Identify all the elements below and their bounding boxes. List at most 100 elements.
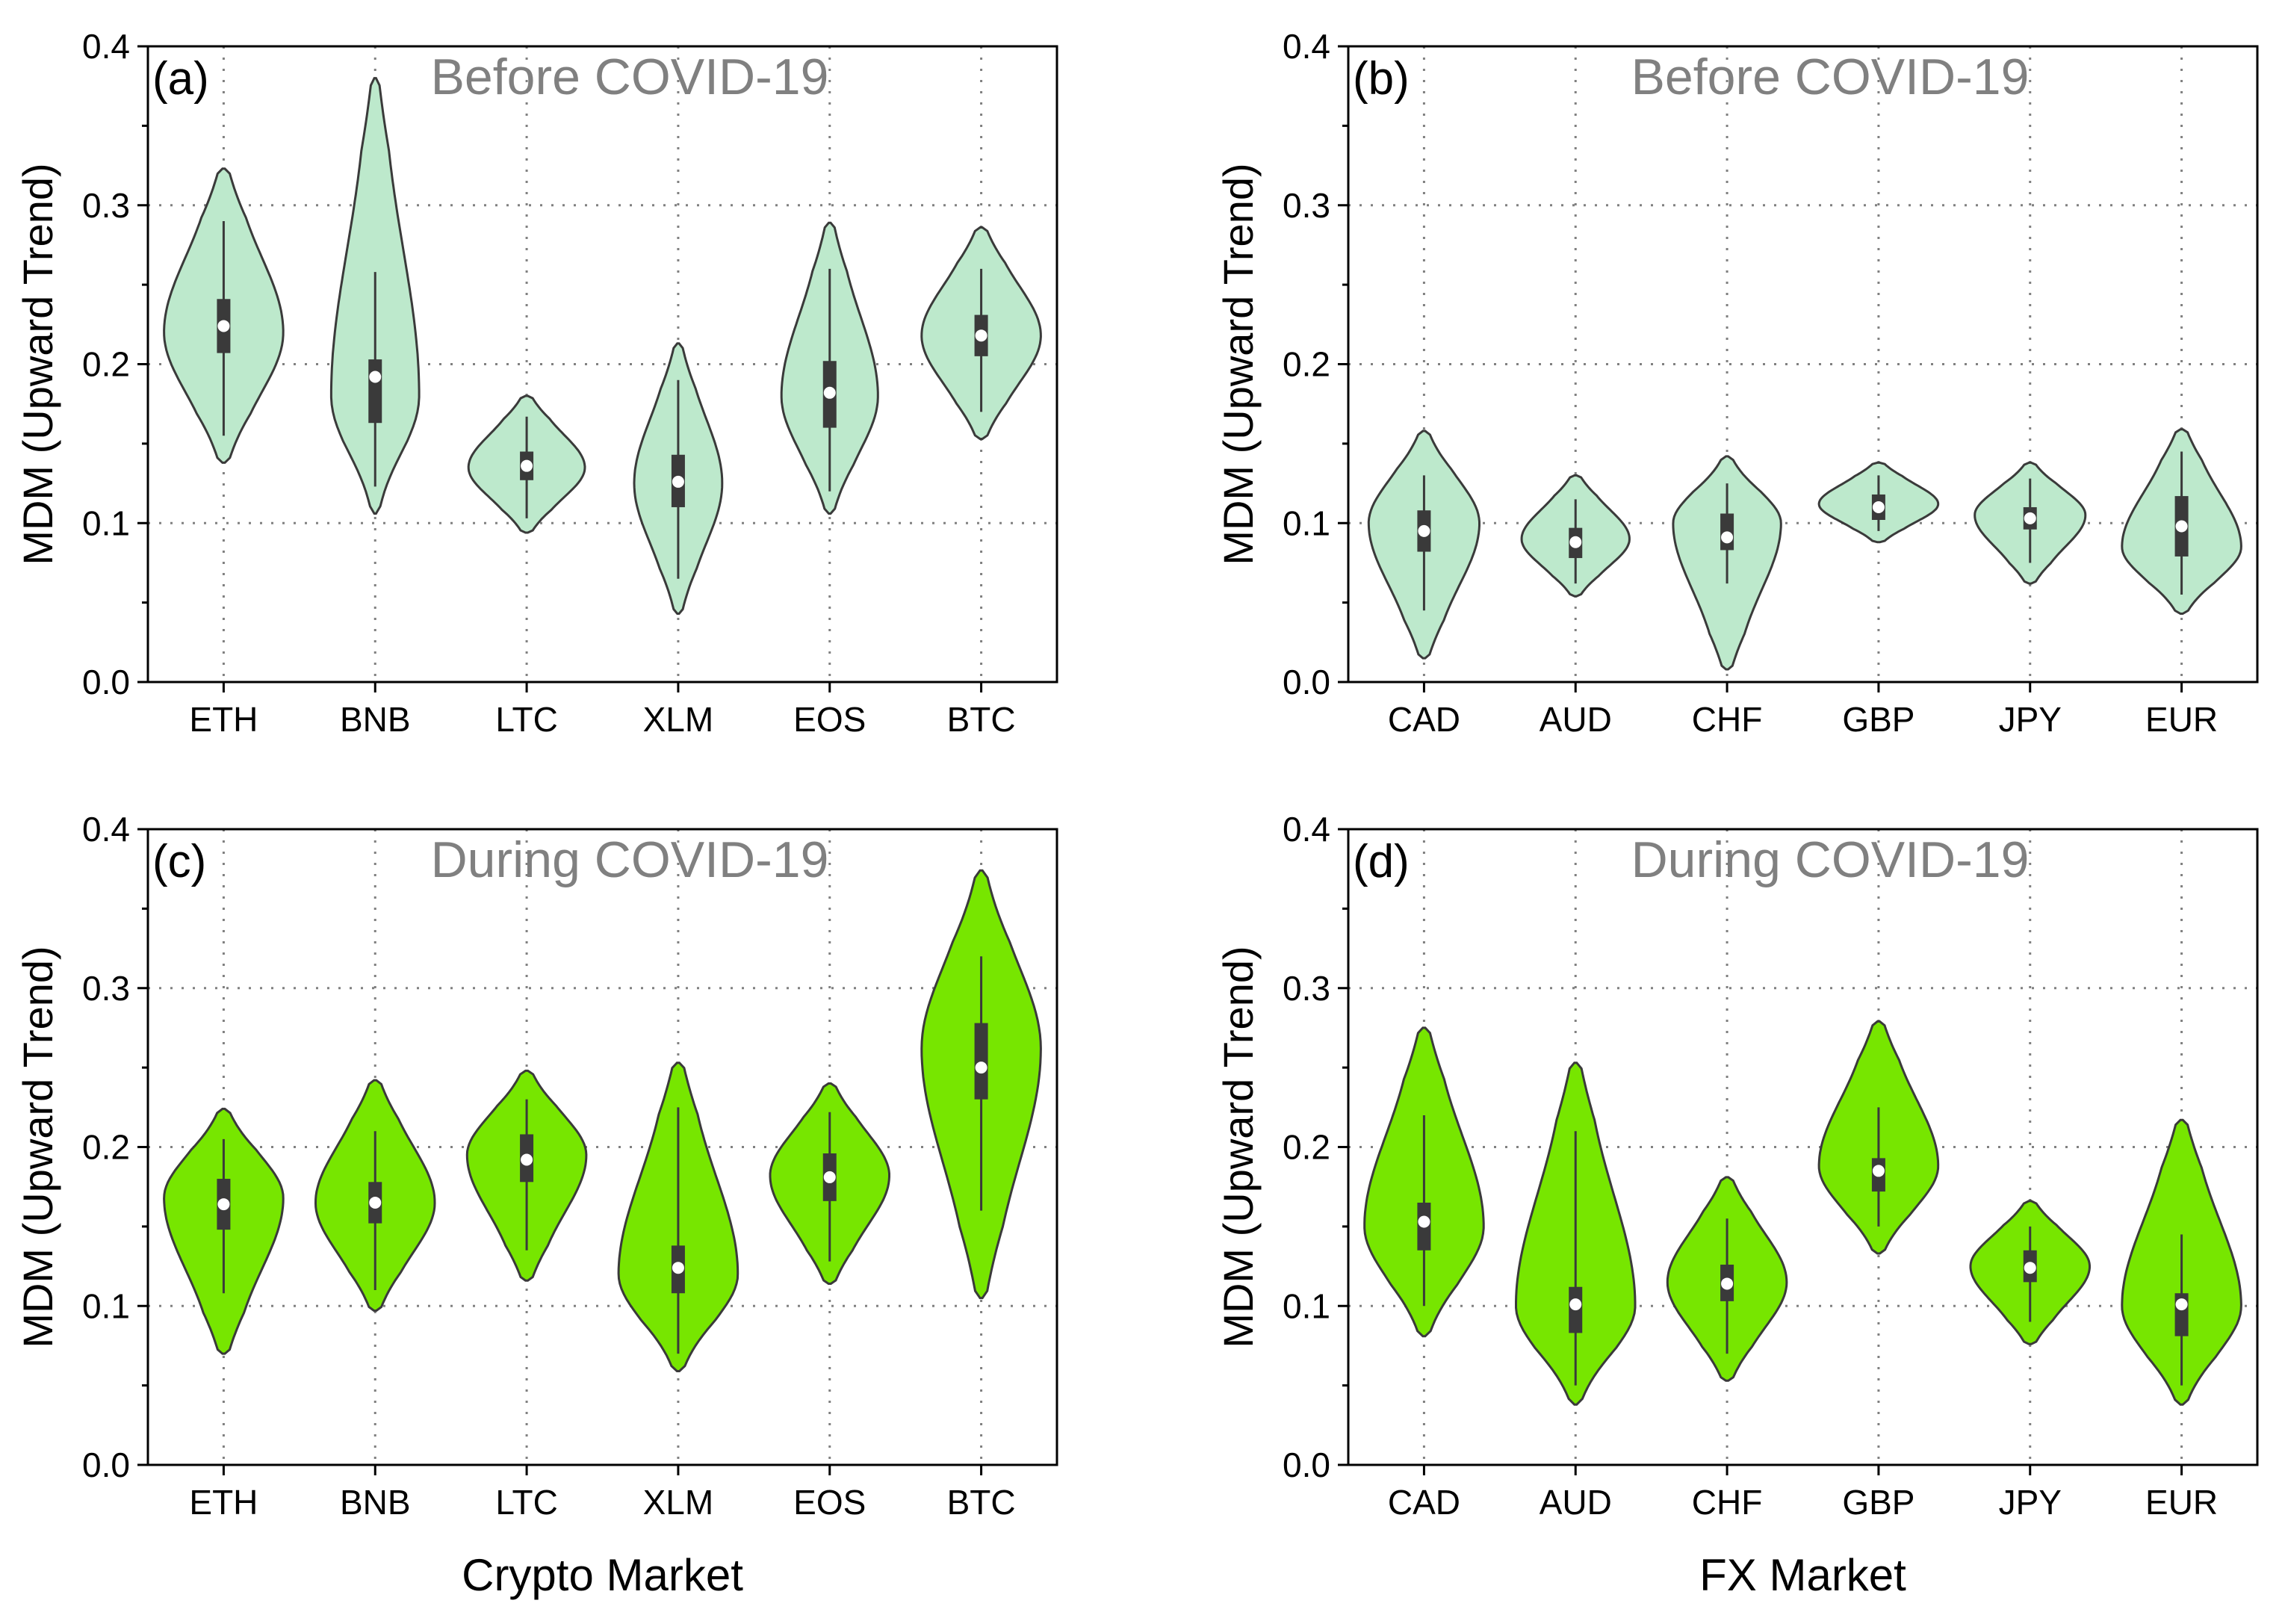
violin-eos bbox=[769, 1082, 890, 1285]
category-label: XLM bbox=[643, 700, 714, 739]
median-dot bbox=[1872, 500, 1885, 513]
y-axis-ticks: 0.0 0.1 0.2 0.3 0.4 bbox=[1283, 27, 1348, 701]
median-dot bbox=[1721, 531, 1734, 544]
category-label: BNB bbox=[340, 700, 411, 739]
violins bbox=[163, 869, 1042, 1372]
panel-label: (d) bbox=[1353, 836, 1410, 887]
category-label: EOS bbox=[793, 700, 866, 739]
median-dot bbox=[672, 475, 684, 488]
violin-gbp bbox=[1817, 1020, 1940, 1255]
median-dot bbox=[369, 371, 382, 383]
panel-title: Before COVID-19 bbox=[1631, 49, 2030, 105]
violin-gbp bbox=[1817, 461, 1940, 544]
x-axis-label: FX Market bbox=[1699, 1550, 1906, 1600]
category-label: CHF bbox=[1692, 700, 1763, 739]
y-tick-label: 0.2 bbox=[82, 1128, 130, 1167]
median-dot bbox=[2024, 1262, 2036, 1274]
category-label: BTC bbox=[947, 700, 1016, 739]
violin-chf bbox=[1666, 1176, 1788, 1382]
panel-c: 0.0 0.1 0.2 0.3 0.4 ETH BNB LTC XLM EOS BTC (c) D… bbox=[14, 810, 1058, 1600]
y-tick-label: 0.0 bbox=[1283, 1445, 1330, 1484]
category-label: AUD bbox=[1540, 1483, 1612, 1522]
y-tick-label: 0.2 bbox=[82, 345, 130, 384]
panel-title: During COVID-19 bbox=[1631, 831, 2030, 888]
violin-eur bbox=[2121, 1118, 2242, 1406]
panel-title: During COVID-19 bbox=[431, 831, 829, 888]
grid bbox=[1348, 46, 2257, 682]
panel-label: (a) bbox=[152, 53, 209, 105]
y-tick-label: 0.4 bbox=[1283, 810, 1330, 849]
y-tick-label: 0.2 bbox=[1283, 345, 1330, 384]
category-label: GBP bbox=[1842, 700, 1914, 739]
x-axis-ticks: CAD AUD CHF GBP JPY EUR bbox=[1388, 682, 2218, 739]
panel-label: (c) bbox=[152, 836, 206, 887]
violin-ltc bbox=[467, 394, 586, 534]
category-label: JPY bbox=[1999, 700, 2062, 739]
y-axis-ticks: 0.0 0.1 0.2 0.3 0.4 bbox=[1283, 810, 1348, 1484]
median-dot bbox=[823, 1171, 836, 1183]
category-label: CAD bbox=[1388, 1483, 1460, 1522]
panel-b: 0.0 0.1 0.2 0.3 0.4 CAD AUD CHF GBP JPY EUR (b) B… bbox=[1215, 27, 2259, 739]
panel-a: 0.0 0.1 0.2 0.3 0.4 ETH BNB LTC XLM EOS BTC (a) B… bbox=[14, 27, 1058, 739]
iqr-box bbox=[974, 1023, 988, 1100]
panel-title: Before COVID-19 bbox=[431, 49, 829, 105]
y-axis-ticks: 0.0 0.1 0.2 0.3 0.4 bbox=[82, 810, 148, 1484]
y-tick-label: 0.1 bbox=[82, 503, 130, 542]
category-label: BNB bbox=[340, 1483, 411, 1522]
y-axis-label: MDM (Upward Trend) bbox=[1215, 946, 1262, 1348]
category-label: EUR bbox=[2145, 1483, 2218, 1522]
category-label: XLM bbox=[643, 1483, 714, 1522]
violins bbox=[1367, 428, 2242, 671]
category-label: LTC bbox=[495, 700, 558, 739]
grid bbox=[1348, 829, 2257, 1465]
violin-chf bbox=[1672, 455, 1782, 671]
violin-cad bbox=[1363, 1026, 1485, 1338]
median-dot bbox=[521, 1153, 533, 1166]
y-tick-label: 0.1 bbox=[82, 1286, 130, 1325]
iqr-box bbox=[368, 359, 382, 424]
y-tick-label: 0.0 bbox=[82, 1445, 130, 1484]
violin-jpy bbox=[1974, 461, 2087, 585]
category-label: BTC bbox=[947, 1483, 1016, 1522]
violin-cad bbox=[1367, 430, 1480, 660]
y-tick-label: 0.2 bbox=[1283, 1128, 1330, 1167]
median-dot bbox=[217, 1198, 230, 1211]
violin-eos bbox=[780, 221, 879, 515]
violin-bnb bbox=[314, 1079, 436, 1312]
median-dot bbox=[1418, 524, 1430, 537]
violins bbox=[1363, 1020, 2242, 1406]
violin-xlm bbox=[617, 1062, 740, 1372]
median-dot bbox=[2024, 512, 2036, 524]
violin-jpy bbox=[1969, 1200, 2091, 1345]
median-dot bbox=[521, 459, 533, 472]
violins bbox=[163, 77, 1042, 615]
violin-xlm bbox=[633, 342, 724, 615]
y-axis-label: MDM (Upward Trend) bbox=[1215, 163, 1262, 565]
violin-aud bbox=[1515, 1062, 1637, 1406]
y-axis-ticks: 0.0 0.1 0.2 0.3 0.4 bbox=[82, 27, 148, 701]
violin-ltc bbox=[465, 1069, 588, 1282]
grid bbox=[148, 46, 1057, 682]
grid bbox=[148, 829, 1057, 1465]
category-label: AUD bbox=[1540, 700, 1612, 739]
median-dot bbox=[2175, 1298, 2188, 1311]
x-axis-ticks: ETH BNB LTC XLM EOS BTC bbox=[189, 1465, 1016, 1522]
median-dot bbox=[369, 1196, 382, 1209]
y-tick-label: 0.4 bbox=[82, 27, 130, 66]
violin-btc bbox=[920, 869, 1042, 1300]
violin-eth bbox=[163, 1107, 285, 1355]
y-axis-label: MDM (Upward Trend) bbox=[14, 163, 61, 565]
median-dot bbox=[975, 329, 987, 342]
category-label: JPY bbox=[1999, 1483, 2062, 1522]
median-dot bbox=[1872, 1165, 1885, 1177]
median-dot bbox=[1569, 536, 1582, 548]
violin-btc bbox=[920, 226, 1042, 440]
category-label: ETH bbox=[189, 700, 258, 739]
x-axis-ticks: ETH BNB LTC XLM EOS BTC bbox=[189, 682, 1016, 739]
median-dot bbox=[975, 1062, 987, 1074]
category-label: CHF bbox=[1692, 1483, 1763, 1522]
violin-bnb bbox=[329, 77, 421, 515]
x-axis-ticks: CAD AUD CHF GBP JPY EUR bbox=[1388, 1465, 2218, 1522]
category-label: LTC bbox=[495, 1483, 558, 1522]
